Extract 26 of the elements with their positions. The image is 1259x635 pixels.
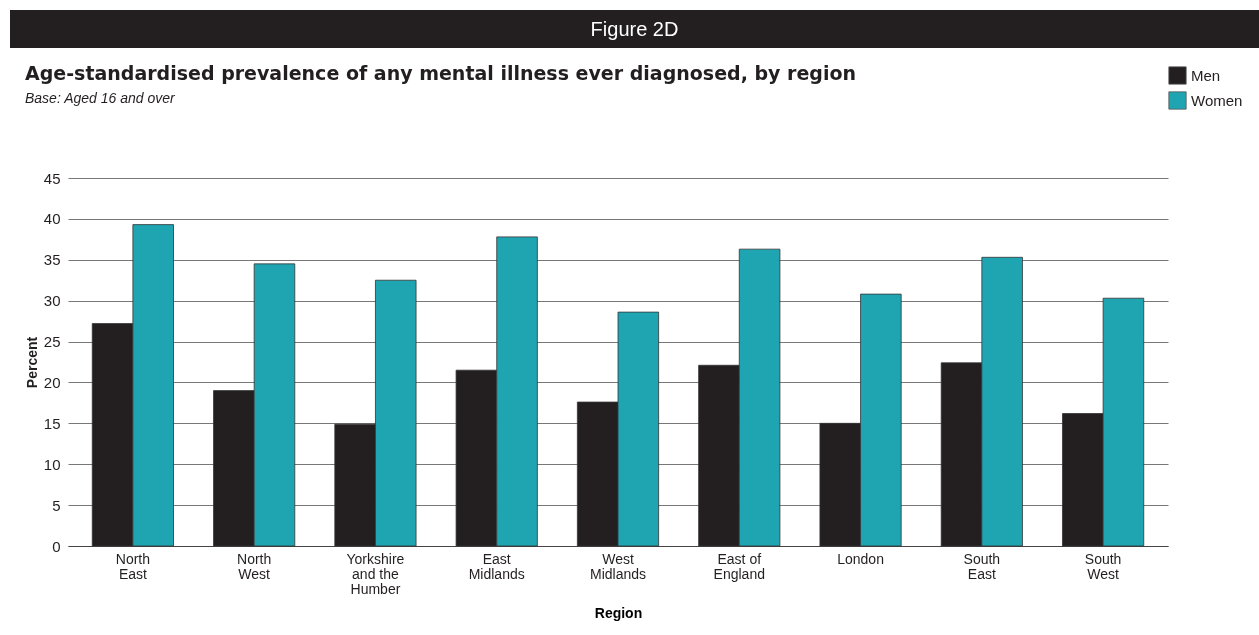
- legend-label: Women: [1191, 91, 1243, 109]
- y-tick-label: 30: [43, 292, 61, 310]
- y-tick-label: 5: [52, 496, 61, 514]
- x-tick-label: South West: [1084, 550, 1122, 582]
- chart-title: Age-standardised prevalence of any mental illness ever diagnosed, by region: [25, 62, 857, 84]
- x-tick-label: Yorkshire and the Humber: [346, 550, 405, 597]
- x-tick-label: East of England: [713, 550, 765, 582]
- x-tick-label: North West: [237, 550, 272, 582]
- y-tick-label: 25: [43, 333, 61, 351]
- y-tick-label: 45: [43, 169, 61, 187]
- y-tick-label: 0: [52, 537, 61, 555]
- y-tick-label: 20: [43, 373, 61, 391]
- chart-subtitle: Base: Aged 16 and over: [25, 90, 175, 106]
- y-tick-label: 10: [43, 455, 61, 473]
- x-tick-label: London: [837, 550, 884, 567]
- caption: Figure 2D: [10, 10, 1259, 48]
- y-tick-label: 40: [43, 210, 61, 228]
- y-tick-label: 35: [43, 251, 61, 269]
- y-tick-label: 15: [43, 414, 61, 432]
- x-tick-label: West Midlands: [589, 550, 647, 582]
- x-axis-title: Region: [594, 604, 643, 621]
- x-tick-label: East Midlands: [468, 550, 525, 582]
- x-tick-label: South East: [963, 550, 1001, 582]
- x-tick-label: North East: [115, 550, 150, 582]
- y-axis-title: Percent: [23, 336, 40, 389]
- legend-label: Men: [1191, 66, 1221, 84]
